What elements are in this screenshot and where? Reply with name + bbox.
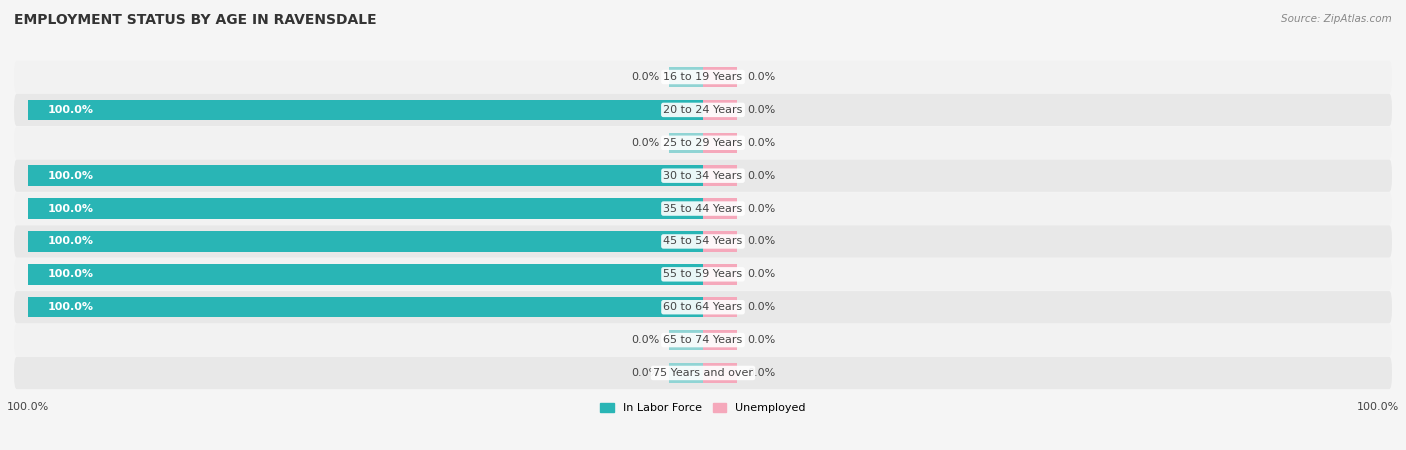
Text: 0.0%: 0.0% xyxy=(747,335,775,345)
Bar xyxy=(669,67,703,87)
Text: Source: ZipAtlas.com: Source: ZipAtlas.com xyxy=(1281,14,1392,23)
Text: 0.0%: 0.0% xyxy=(747,236,775,247)
FancyBboxPatch shape xyxy=(14,291,1392,323)
Text: 0.0%: 0.0% xyxy=(747,270,775,279)
Text: 0.0%: 0.0% xyxy=(747,105,775,115)
Bar xyxy=(703,363,737,383)
Text: 30 to 34 Years: 30 to 34 Years xyxy=(664,171,742,180)
Bar xyxy=(703,100,737,120)
FancyBboxPatch shape xyxy=(14,258,1392,290)
Text: EMPLOYMENT STATUS BY AGE IN RAVENSDALE: EMPLOYMENT STATUS BY AGE IN RAVENSDALE xyxy=(14,14,377,27)
Text: 65 to 74 Years: 65 to 74 Years xyxy=(664,335,742,345)
FancyBboxPatch shape xyxy=(14,61,1392,93)
Bar xyxy=(28,100,703,120)
Text: 100.0%: 100.0% xyxy=(48,270,94,279)
Bar xyxy=(703,231,737,252)
Bar xyxy=(28,198,703,219)
Text: 100.0%: 100.0% xyxy=(48,236,94,247)
Text: 0.0%: 0.0% xyxy=(631,335,659,345)
Bar xyxy=(28,297,703,317)
Text: 55 to 59 Years: 55 to 59 Years xyxy=(664,270,742,279)
Text: 100.0%: 100.0% xyxy=(48,203,94,214)
FancyBboxPatch shape xyxy=(14,160,1392,192)
Bar xyxy=(669,363,703,383)
Text: 0.0%: 0.0% xyxy=(747,72,775,82)
Bar xyxy=(703,133,737,153)
Text: 75 Years and over: 75 Years and over xyxy=(652,368,754,378)
Bar xyxy=(703,198,737,219)
FancyBboxPatch shape xyxy=(14,225,1392,257)
Text: 45 to 54 Years: 45 to 54 Years xyxy=(664,236,742,247)
Text: 0.0%: 0.0% xyxy=(747,138,775,148)
Bar xyxy=(669,330,703,350)
Bar xyxy=(703,67,737,87)
Legend: In Labor Force, Unemployed: In Labor Force, Unemployed xyxy=(596,398,810,418)
Text: 25 to 29 Years: 25 to 29 Years xyxy=(664,138,742,148)
Bar xyxy=(669,133,703,153)
Text: 0.0%: 0.0% xyxy=(631,72,659,82)
Bar xyxy=(28,166,703,186)
FancyBboxPatch shape xyxy=(14,357,1392,389)
Text: 100.0%: 100.0% xyxy=(48,171,94,180)
Text: 0.0%: 0.0% xyxy=(747,368,775,378)
FancyBboxPatch shape xyxy=(14,126,1392,159)
Text: 0.0%: 0.0% xyxy=(631,138,659,148)
Text: 35 to 44 Years: 35 to 44 Years xyxy=(664,203,742,214)
Bar xyxy=(703,297,737,317)
FancyBboxPatch shape xyxy=(14,193,1392,225)
Text: 60 to 64 Years: 60 to 64 Years xyxy=(664,302,742,312)
Bar xyxy=(703,330,737,350)
Text: 0.0%: 0.0% xyxy=(747,302,775,312)
FancyBboxPatch shape xyxy=(14,94,1392,126)
Text: 0.0%: 0.0% xyxy=(631,368,659,378)
Text: 100.0%: 100.0% xyxy=(48,302,94,312)
Bar xyxy=(28,231,703,252)
Bar xyxy=(703,166,737,186)
FancyBboxPatch shape xyxy=(14,324,1392,356)
Text: 0.0%: 0.0% xyxy=(747,171,775,180)
Text: 100.0%: 100.0% xyxy=(48,105,94,115)
Text: 0.0%: 0.0% xyxy=(747,203,775,214)
Bar xyxy=(703,264,737,284)
Bar xyxy=(28,264,703,284)
Text: 16 to 19 Years: 16 to 19 Years xyxy=(664,72,742,82)
Text: 20 to 24 Years: 20 to 24 Years xyxy=(664,105,742,115)
